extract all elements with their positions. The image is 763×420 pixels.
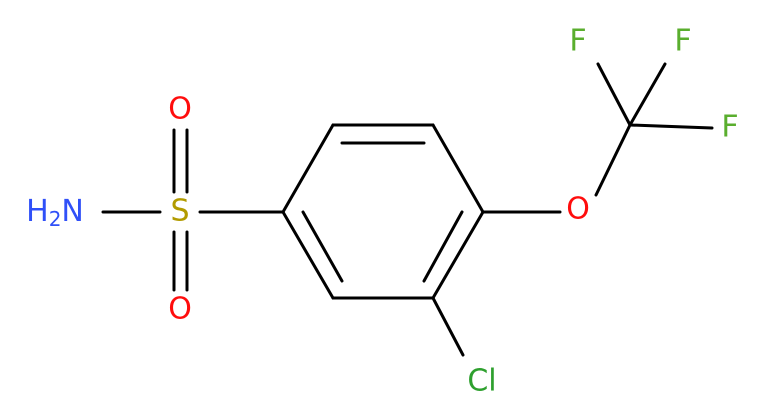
atom-label: O [168,92,192,127]
atom-label: O [168,292,192,327]
atom-label: Cl [467,364,496,399]
amine-label: H2N [26,194,84,231]
bond [594,123,632,197]
subscript: 2 [49,207,62,231]
atom-label: O [566,192,590,227]
bond [628,62,667,127]
bond [596,62,632,127]
bond [301,210,344,283]
bonds [101,62,714,357]
bond [281,210,335,300]
atom-label: F [674,24,691,59]
bond [422,210,464,283]
atom-symbol: H [26,194,49,229]
atom-label: F [721,110,738,145]
bond [431,210,485,300]
atom-symbol: N [61,194,83,229]
atom-label: F [569,24,586,59]
atom-labels: H2N S O O Cl O F F F [26,24,739,399]
bond [431,296,465,357]
atom-label: S [170,194,189,229]
bond [431,123,485,214]
bond [281,123,335,214]
bond [628,123,714,130]
